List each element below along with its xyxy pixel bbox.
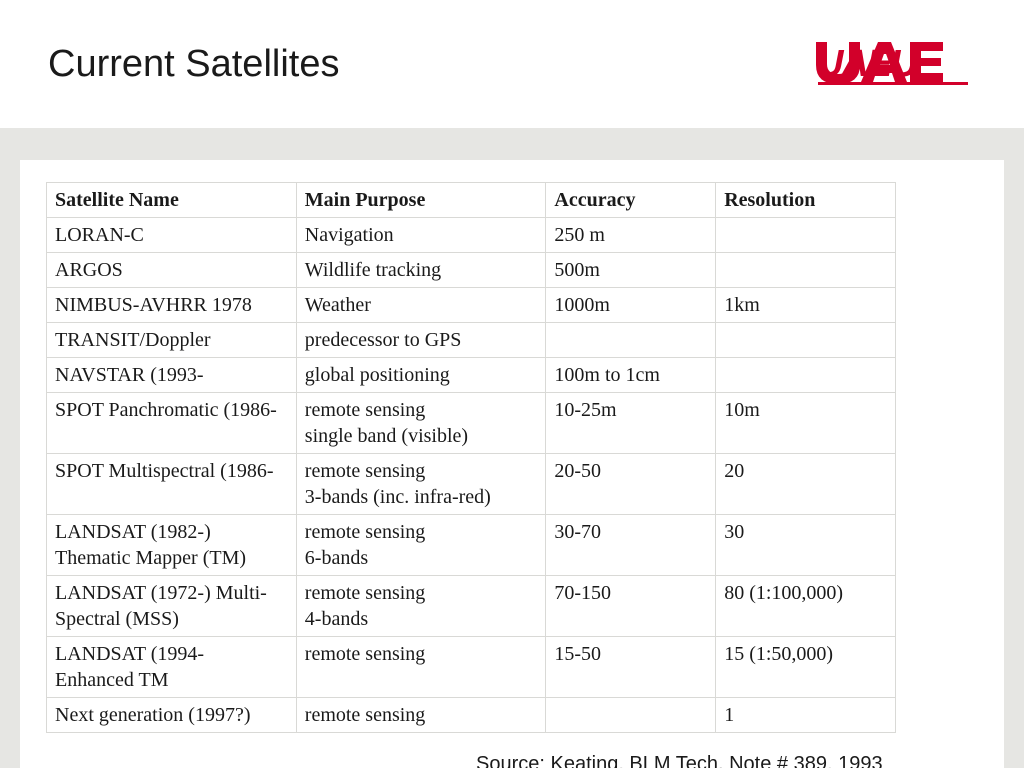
table-header-row: Satellite Name Main Purpose Accuracy Res… [47, 183, 896, 218]
cell-purpose: remote sensing 3-bands (inc. infra-red) [296, 454, 546, 515]
svg-text:UAEU: UAEU [816, 43, 919, 85]
cell-accuracy [546, 323, 716, 358]
slide-header: Current Satellites UAEU [0, 0, 1024, 128]
source-citation: Source: Keating, BLM Tech. Note # 389, 1… [476, 753, 978, 768]
cell-accuracy: 10-25m [546, 393, 716, 454]
cell-resolution: 80 (1:100,000) [716, 576, 896, 637]
table-row: LANDSAT (1994- Enhanced TMremote sensing… [47, 637, 896, 698]
cell-resolution: 1km [716, 288, 896, 323]
col-header-resolution: Resolution [716, 183, 896, 218]
page-title: Current Satellites [48, 43, 339, 86]
col-header-name: Satellite Name [47, 183, 297, 218]
col-header-purpose: Main Purpose [296, 183, 546, 218]
cell-resolution: 1 [716, 698, 896, 733]
cell-purpose: Wildlife tracking [296, 253, 546, 288]
cell-purpose: Weather [296, 288, 546, 323]
cell-name: LANDSAT (1972-) Multi-Spectral (MSS) [47, 576, 297, 637]
cell-name: Next generation (1997?) [47, 698, 297, 733]
cell-resolution [716, 253, 896, 288]
table-row: LORAN-CNavigation250 m [47, 218, 896, 253]
col-header-accuracy: Accuracy [546, 183, 716, 218]
cell-purpose: remote sensing [296, 637, 546, 698]
cell-resolution: 30 [716, 515, 896, 576]
cell-resolution: 10m [716, 393, 896, 454]
cell-resolution: 15 (1:50,000) [716, 637, 896, 698]
cell-resolution [716, 218, 896, 253]
table-row: ARGOSWildlife tracking500m [47, 253, 896, 288]
uaeu-logo: UAEU [816, 40, 976, 88]
cell-accuracy: 500m [546, 253, 716, 288]
table-row: SPOT Panchromatic (1986-remote sensing s… [47, 393, 896, 454]
cell-purpose: remote sensing single band (visible) [296, 393, 546, 454]
cell-accuracy: 1000m [546, 288, 716, 323]
table-row: TRANSIT/Dopplerpredecessor to GPS [47, 323, 896, 358]
table-row: NAVSTAR (1993-global positioning100m to … [47, 358, 896, 393]
cell-accuracy [546, 698, 716, 733]
cell-resolution [716, 358, 896, 393]
table-row: NIMBUS-AVHRR 1978Weather1000m1km [47, 288, 896, 323]
table-row: SPOT Multispectral (1986-remote sensing … [47, 454, 896, 515]
cell-name: ARGOS [47, 253, 297, 288]
table-row: LANDSAT (1982-) Thematic Mapper (TM)remo… [47, 515, 896, 576]
cell-purpose: predecessor to GPS [296, 323, 546, 358]
cell-accuracy: 30-70 [546, 515, 716, 576]
satellites-table: Satellite Name Main Purpose Accuracy Res… [46, 182, 896, 733]
cell-name: SPOT Multispectral (1986- [47, 454, 297, 515]
cell-name: LANDSAT (1994- Enhanced TM [47, 637, 297, 698]
cell-name: TRANSIT/Doppler [47, 323, 297, 358]
table-body: LORAN-CNavigation250 mARGOSWildlife trac… [47, 218, 896, 733]
cell-accuracy: 15-50 [546, 637, 716, 698]
cell-purpose: remote sensing 6-bands [296, 515, 546, 576]
cell-resolution [716, 323, 896, 358]
cell-name: LANDSAT (1982-) Thematic Mapper (TM) [47, 515, 297, 576]
table-row: Next generation (1997?)remote sensing 1 [47, 698, 896, 733]
cell-name: SPOT Panchromatic (1986- [47, 393, 297, 454]
cell-accuracy: 250 m [546, 218, 716, 253]
cell-name: NIMBUS-AVHRR 1978 [47, 288, 297, 323]
table-row: LANDSAT (1972-) Multi-Spectral (MSS)remo… [47, 576, 896, 637]
cell-name: LORAN-C [47, 218, 297, 253]
cell-accuracy: 100m to 1cm [546, 358, 716, 393]
content-panel: Satellite Name Main Purpose Accuracy Res… [20, 160, 1004, 768]
cell-accuracy: 70-150 [546, 576, 716, 637]
cell-purpose: remote sensing 4-bands [296, 576, 546, 637]
cell-accuracy: 20-50 [546, 454, 716, 515]
cell-resolution: 20 [716, 454, 896, 515]
cell-purpose: Navigation [296, 218, 546, 253]
cell-purpose: global positioning [296, 358, 546, 393]
cell-name: NAVSTAR (1993- [47, 358, 297, 393]
cell-purpose: remote sensing [296, 698, 546, 733]
